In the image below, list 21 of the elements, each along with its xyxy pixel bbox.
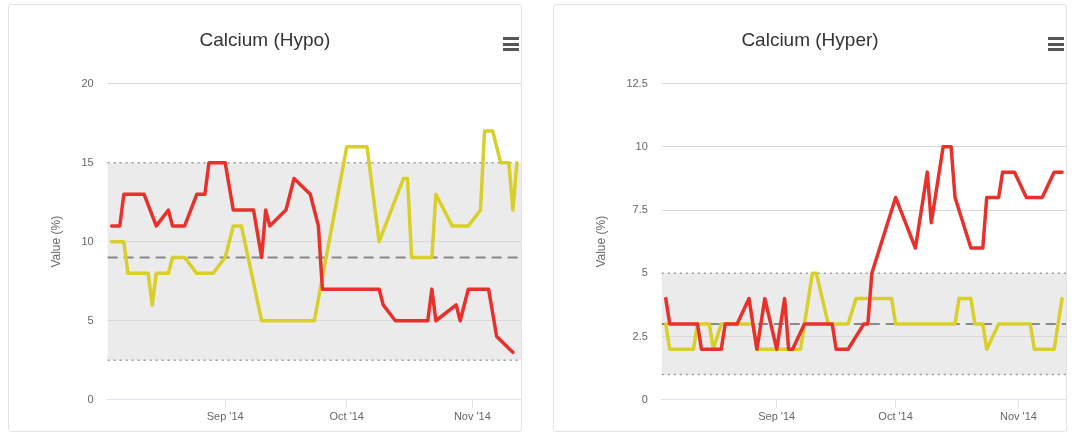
x-tick-label: Oct '14: [878, 410, 913, 423]
y-axis-title: Value (%): [48, 215, 63, 268]
x-tick-label: Sep '14: [206, 410, 244, 423]
chart-title: Calcium (Hyper): [740, 29, 880, 51]
y-tick-label: 2.5: [632, 329, 648, 342]
y-tick-label: 15: [81, 155, 94, 168]
y-tick-label: 10: [635, 139, 648, 152]
x-tick-label: Oct '14: [329, 410, 364, 423]
y-tick-label: 10: [81, 234, 94, 247]
y-axis-title: Value (%): [593, 215, 608, 268]
x-tick-label: Nov '14: [453, 410, 491, 423]
y-tick-label: 0: [87, 392, 94, 405]
y-tick-label: 0: [641, 392, 648, 405]
y-tick-label: 5: [641, 266, 648, 279]
x-tick-label: Sep '14: [758, 410, 796, 423]
x-tick-label: Nov '14: [999, 410, 1037, 423]
y-tick-label: 7.5: [632, 203, 648, 216]
y-tick-label: 5: [87, 313, 94, 326]
y-tick-label: 12.5: [626, 76, 648, 89]
chart-title: Calcium (Hypo): [198, 29, 332, 51]
y-tick-label: 20: [81, 76, 94, 89]
